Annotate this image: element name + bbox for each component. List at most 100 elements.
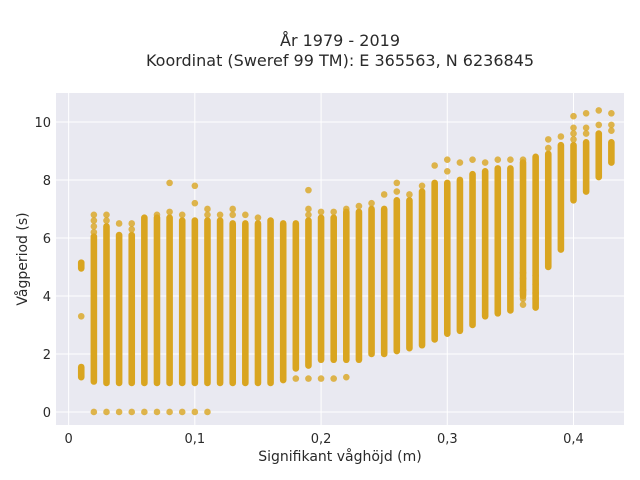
y-tick-label: 0 xyxy=(43,406,51,421)
data-point xyxy=(103,217,110,224)
data-point xyxy=(532,272,539,279)
data-point xyxy=(305,375,312,382)
data-point xyxy=(355,202,363,210)
data-point xyxy=(595,121,603,129)
x-tick-label: 0,1 xyxy=(185,432,206,447)
data-point xyxy=(90,223,98,230)
data-point xyxy=(254,214,262,221)
x-axis-label: Signifikant våghöjd (m) xyxy=(258,448,421,465)
data-point xyxy=(469,156,476,163)
data-point xyxy=(191,408,199,416)
data-point xyxy=(507,156,514,163)
data-point xyxy=(90,211,98,219)
data-point xyxy=(292,375,300,382)
data-point xyxy=(582,109,590,117)
y-tick-label: 10 xyxy=(34,116,51,131)
data-point xyxy=(519,295,527,303)
data-point xyxy=(532,295,539,303)
y-axis-label: Vågperiod (s) xyxy=(14,212,31,305)
data-point xyxy=(443,156,451,163)
x-tick-label: 0,2 xyxy=(311,432,332,447)
data-point xyxy=(431,162,438,169)
data-point xyxy=(191,199,199,207)
data-point xyxy=(582,130,590,137)
data-point xyxy=(128,225,136,233)
data-point xyxy=(242,211,249,219)
x-tick-label: 0,3 xyxy=(437,432,458,447)
data-point xyxy=(305,186,312,194)
data-point xyxy=(166,179,173,187)
data-point xyxy=(570,124,577,132)
data-point xyxy=(570,136,577,143)
data-point xyxy=(305,211,312,219)
y-tick-label: 2 xyxy=(43,348,51,363)
data-point xyxy=(178,408,186,416)
data-point xyxy=(153,408,161,416)
x-tick-label: 0 xyxy=(64,432,72,447)
data-point xyxy=(557,133,565,140)
data-point xyxy=(191,182,199,190)
data-point xyxy=(519,275,527,282)
data-point xyxy=(519,156,527,163)
data-point xyxy=(90,228,98,236)
data-point xyxy=(570,130,577,137)
data-point xyxy=(229,205,237,213)
data-point xyxy=(204,211,211,219)
data-point xyxy=(115,408,123,416)
x-tick-label: 0,4 xyxy=(563,432,584,447)
data-point xyxy=(582,124,590,132)
y-tick-label: 8 xyxy=(43,174,51,189)
data-point xyxy=(90,217,98,224)
data-point xyxy=(519,301,527,308)
data-point xyxy=(608,121,615,129)
data-point xyxy=(330,208,337,216)
data-point xyxy=(443,167,451,175)
data-point xyxy=(595,107,603,114)
data-point xyxy=(305,205,312,213)
y-tick-label: 6 xyxy=(43,232,51,247)
data-points xyxy=(77,107,615,416)
data-point xyxy=(608,127,615,134)
data-point xyxy=(343,373,350,381)
data-point xyxy=(330,375,337,382)
data-point xyxy=(519,286,527,294)
data-point xyxy=(141,408,148,416)
data-point xyxy=(153,211,161,219)
data-point xyxy=(519,269,527,277)
data-point xyxy=(368,199,375,207)
data-point xyxy=(570,112,577,120)
data-point xyxy=(481,159,489,166)
plot-background xyxy=(56,93,624,425)
data-point xyxy=(343,205,350,213)
data-point xyxy=(418,182,426,190)
data-point xyxy=(204,408,211,416)
data-point xyxy=(166,208,173,216)
data-point xyxy=(544,144,552,152)
data-point xyxy=(393,179,401,187)
data-point xyxy=(393,188,401,195)
data-point xyxy=(216,211,224,219)
chart-title-line2: Koordinat (Sweref 99 TM): E 365563, N 62… xyxy=(146,51,534,70)
data-point xyxy=(532,289,539,297)
data-point xyxy=(103,211,110,219)
data-point xyxy=(77,312,85,320)
data-point xyxy=(380,191,388,198)
data-point xyxy=(229,211,237,219)
data-point xyxy=(544,136,552,143)
data-point xyxy=(532,281,539,288)
data-point xyxy=(166,408,173,416)
data-point xyxy=(115,220,123,227)
data-point xyxy=(90,408,98,416)
data-point xyxy=(204,205,211,213)
data-point xyxy=(317,208,325,216)
data-point xyxy=(456,159,464,166)
y-tick-label: 4 xyxy=(43,290,51,305)
data-point xyxy=(317,375,325,382)
data-point xyxy=(608,109,615,117)
data-point xyxy=(494,156,502,163)
data-point xyxy=(128,220,136,227)
tick-labels: 0 0,1 0,2 0,3 0,4 0 2 4 6 8 10 xyxy=(34,116,583,447)
data-point xyxy=(103,408,110,416)
